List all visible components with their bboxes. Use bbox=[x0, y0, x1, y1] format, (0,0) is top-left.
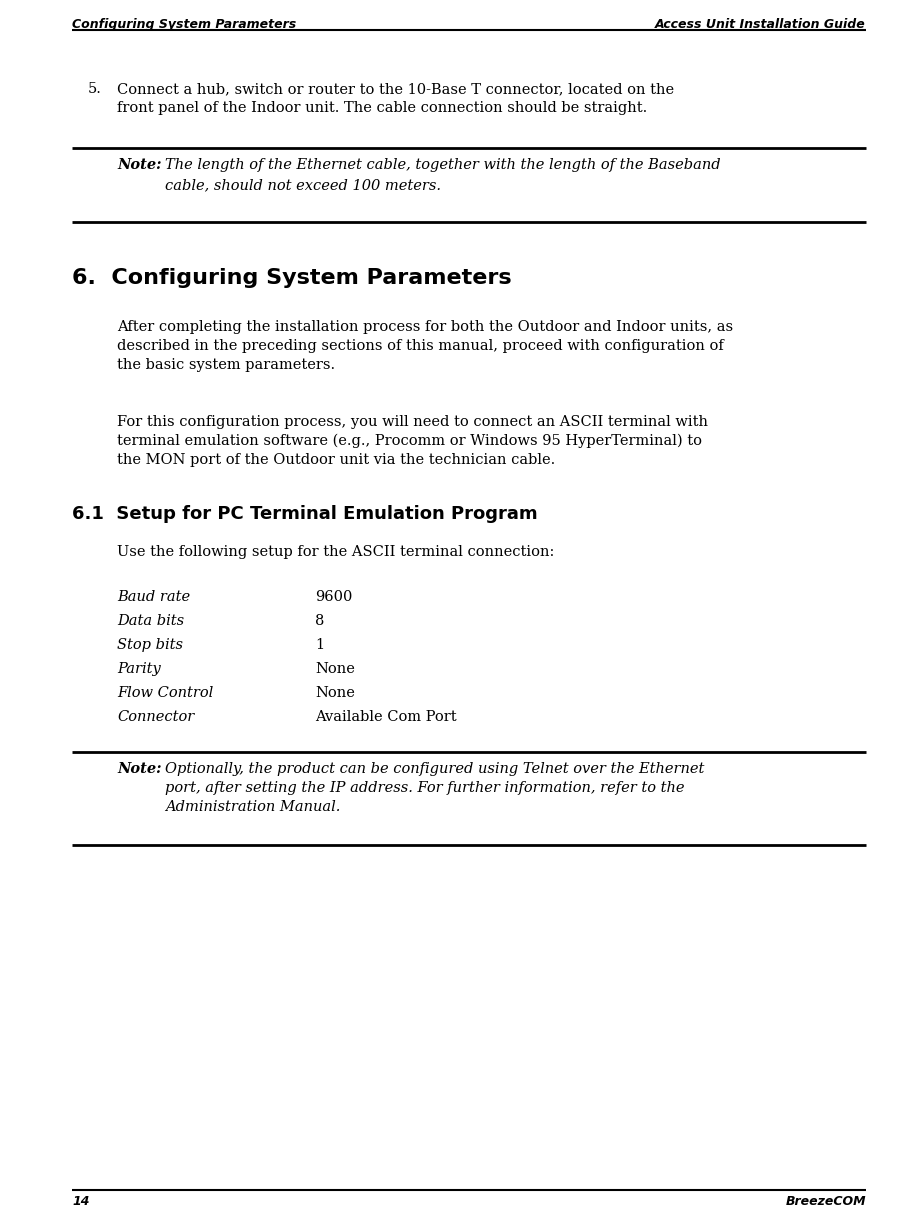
Text: 1: 1 bbox=[315, 638, 324, 652]
Text: Available Com Port: Available Com Port bbox=[315, 709, 456, 724]
Text: Note:: Note: bbox=[117, 762, 161, 777]
Text: Note:: Note: bbox=[117, 158, 161, 172]
Text: Parity: Parity bbox=[117, 662, 161, 677]
Text: After completing the installation process for both the Outdoor and Indoor units,: After completing the installation proces… bbox=[117, 321, 733, 334]
Text: Connector: Connector bbox=[117, 709, 194, 724]
Text: 9600: 9600 bbox=[315, 590, 353, 603]
Text: For this configuration process, you will need to connect an ASCII terminal with: For this configuration process, you will… bbox=[117, 414, 708, 429]
Text: None: None bbox=[315, 686, 354, 700]
Text: Connect a hub, switch or router to the 10-Base T connector, located on the: Connect a hub, switch or router to the 1… bbox=[117, 82, 674, 96]
Text: front panel of the Indoor unit. The cable connection should be straight.: front panel of the Indoor unit. The cabl… bbox=[117, 101, 648, 115]
Text: port, after setting the IP address. For further information, refer to the: port, after setting the IP address. For … bbox=[165, 781, 685, 795]
Text: 5.: 5. bbox=[88, 82, 102, 96]
Text: The length of the Ethernet cable, together with the length of the Baseband: The length of the Ethernet cable, togeth… bbox=[165, 158, 721, 172]
Text: Data bits: Data bits bbox=[117, 614, 184, 628]
Text: BreezeCOM: BreezeCOM bbox=[786, 1195, 866, 1208]
Text: 8: 8 bbox=[315, 614, 325, 628]
Text: the MON port of the Outdoor unit via the technician cable.: the MON port of the Outdoor unit via the… bbox=[117, 453, 556, 467]
Text: Flow Control: Flow Control bbox=[117, 686, 213, 700]
Text: described in the preceding sections of this manual, proceed with configuration o: described in the preceding sections of t… bbox=[117, 339, 723, 354]
Text: Baud rate: Baud rate bbox=[117, 590, 190, 603]
Text: the basic system parameters.: the basic system parameters. bbox=[117, 358, 336, 372]
Text: Use the following setup for the ASCII terminal connection:: Use the following setup for the ASCII te… bbox=[117, 545, 555, 560]
Text: None: None bbox=[315, 662, 354, 677]
Text: Configuring System Parameters: Configuring System Parameters bbox=[72, 18, 296, 30]
Text: 6.1  Setup for PC Terminal Emulation Program: 6.1 Setup for PC Terminal Emulation Prog… bbox=[72, 505, 538, 523]
Text: 14: 14 bbox=[72, 1195, 89, 1208]
Text: Administration Manual.: Administration Manual. bbox=[165, 800, 340, 814]
Text: Stop bits: Stop bits bbox=[117, 638, 183, 652]
Text: 6.  Configuring System Parameters: 6. Configuring System Parameters bbox=[72, 268, 511, 288]
Text: Optionally, the product can be configured using Telnet over the Ethernet: Optionally, the product can be configure… bbox=[165, 762, 704, 777]
Text: Access Unit Installation Guide: Access Unit Installation Guide bbox=[655, 18, 866, 30]
Text: cable, should not exceed 100 meters.: cable, should not exceed 100 meters. bbox=[165, 178, 441, 193]
Text: terminal emulation software (e.g., Procomm or Windows 95 HyperTerminal) to: terminal emulation software (e.g., Proco… bbox=[117, 434, 702, 449]
